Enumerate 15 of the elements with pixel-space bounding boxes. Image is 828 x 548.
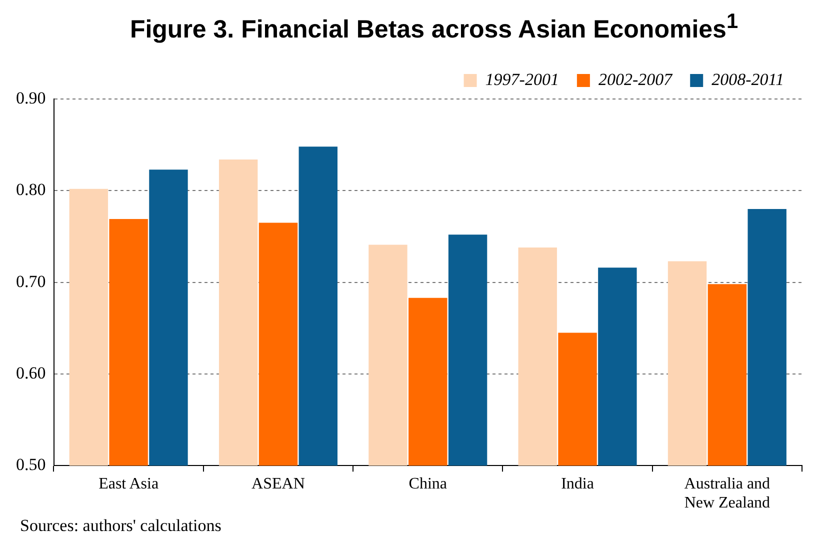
legend-label: 2002-2007	[598, 70, 674, 89]
y-tick-label: 0.60	[16, 363, 46, 382]
x-tick-label: India	[561, 475, 594, 492]
x-tick-label: East Asia	[98, 475, 159, 492]
legend-label: 2008-2011	[712, 70, 784, 89]
legend-label: 1997-2001	[485, 70, 559, 89]
chart-title: Figure 3. Financial Betas across Asian Economies$^{1}$	[128, 9, 740, 46]
y-tick-label: 0.50	[16, 455, 46, 474]
y-tick-label: 0.90	[16, 88, 46, 108]
x-tick-label: ASEAN	[252, 475, 306, 492]
y-tick-label: 0.80	[16, 180, 46, 200]
x-tick-label: China	[408, 475, 447, 492]
y-tick-label: 0.70	[16, 272, 46, 291]
source-note: Sources: authors' calculations	[19, 516, 222, 536]
x-tick-label: Australia and New Zealand	[684, 475, 770, 512]
